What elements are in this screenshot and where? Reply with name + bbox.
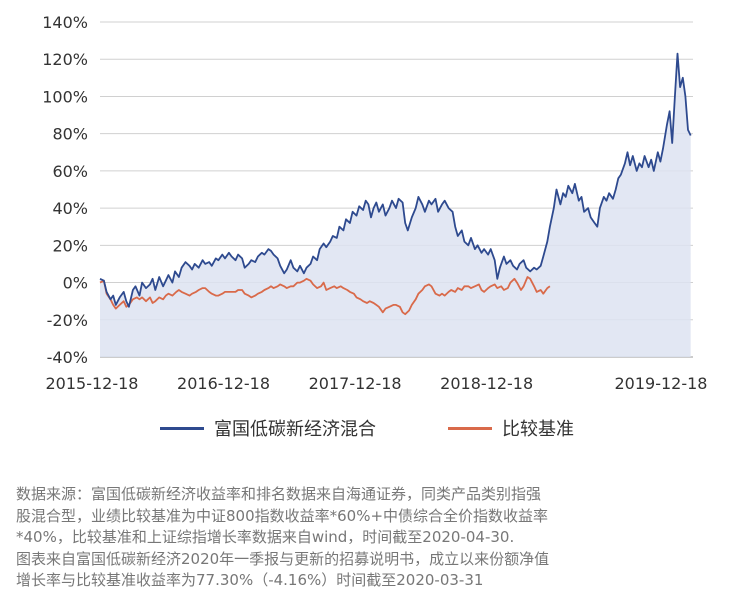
x-tick-label: 2016-12-18 [177,374,270,393]
series-line-fund [99,52,692,308]
series-line-benchmark [99,276,551,316]
y-tick-label: 40% [52,199,88,218]
x-tick-label: 2018-12-18 [440,374,533,393]
y-tick-label: -20% [47,311,88,330]
footnote-line: *40%，比较基准和上证综指增长率数据来自wind，时间截至2020-04-30… [16,528,515,546]
footnote: 数据来源：富国低碳新经济收益率和排名数据来自海通证券，同类产品类别指强 股混合型… [16,484,728,592]
y-tick-label: 0% [63,274,88,293]
legend-item-fund: 富国低碳新经济混合 [160,415,376,441]
plot-area [99,52,692,357]
x-axis-labels: 2015-12-18 2016-12-18 2017-12-18 2018-12-18… [46,374,708,393]
legend-label-benchmark: 比较基准 [502,419,574,440]
footnote-line: 股混合型，业绩比较基准为中证800指数收益率*60%+中债综合全价指数收益率 [16,506,549,525]
y-tick-label: 80% [52,125,88,144]
y-tick-label: 20% [52,236,88,255]
y-tick-label: -40% [47,348,88,367]
y-tick-label: 100% [42,87,88,106]
x-tick-label: 2019-12-18 [615,374,708,393]
series-area-fund [100,53,691,357]
legend: 富国低碳新经济混合 比较基准 [160,415,574,441]
y-tick-label: 120% [42,50,88,69]
footnote-line: 图表来自富国低碳新经济2020年一季报与更新的招募说明书，成立以来份额净值 [16,549,550,568]
footnote-line: 数据来源：富国低碳新经济收益率和排名数据来自海通证券，同类产品类别指强 [16,485,542,503]
legend-label-fund: 富国低碳新经济混合 [214,419,376,440]
legend-swatch-fund [160,426,204,430]
x-tick-label: 2015-12-18 [46,374,139,393]
line-chart: 140% 120% 100% 80% 60% 40% 20% 0% -20% -40% 2015-… [42,13,708,393]
legend-swatch-benchmark [448,426,492,430]
x-tick-label: 2017-12-18 [309,374,402,393]
y-tick-label: 60% [52,162,88,181]
y-axis-labels: 140% 120% 100% 80% 60% 40% 20% 0% -20% -40% [42,13,88,367]
footnote-line: 增长率与比较基准收益率为77.30%（-4.16%）时间截至2020-03-31 [16,571,484,589]
legend-item-benchmark: 比较基准 [448,415,574,441]
y-tick-label: 140% [42,13,88,32]
